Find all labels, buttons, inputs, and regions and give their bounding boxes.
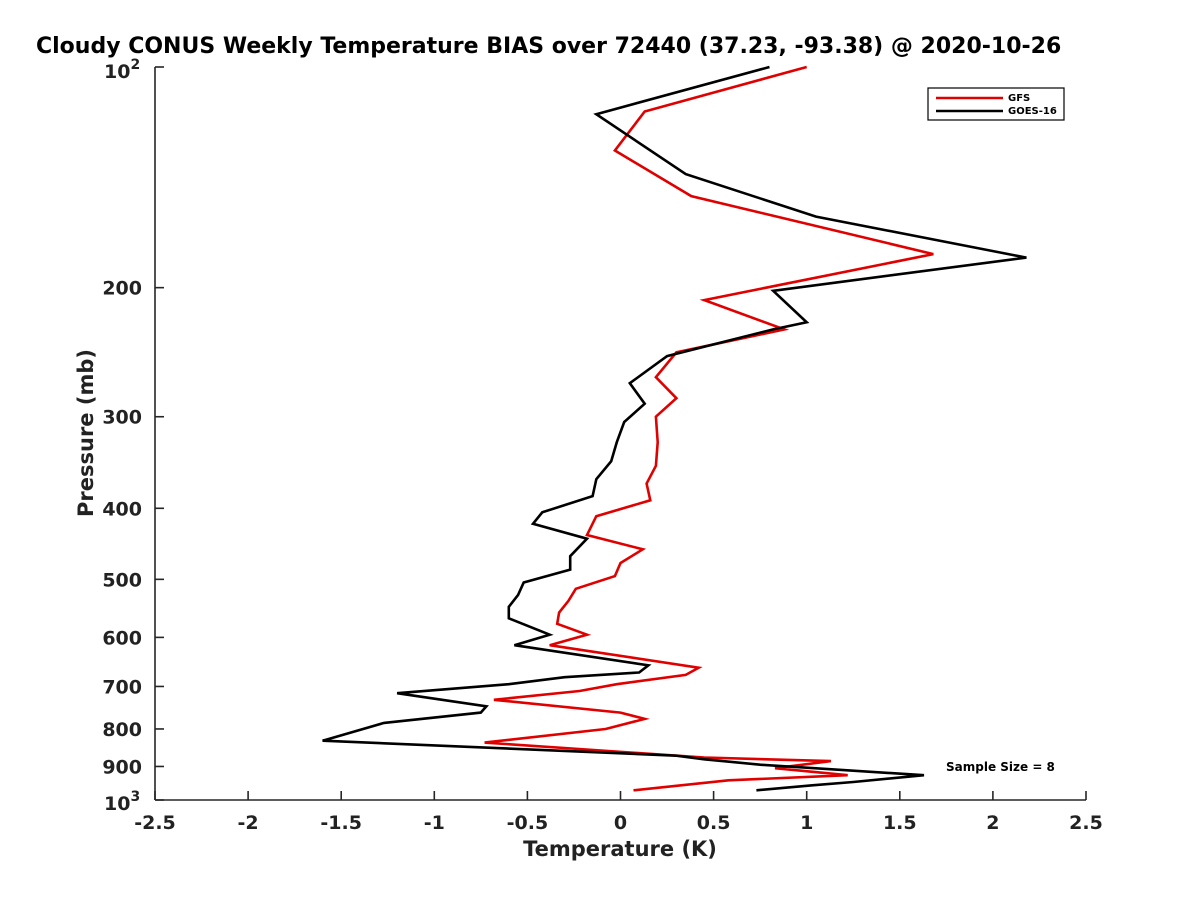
y-tick-label: 900 [102, 756, 142, 778]
x-tick-label: -2 [238, 812, 259, 834]
y-tick-label: 800 [102, 719, 142, 741]
legend-label-gfs: GFS [1008, 93, 1030, 104]
sample-size-annotation: Sample Size = 8 [946, 760, 1055, 774]
y-tick-label: 200 [102, 278, 142, 300]
legend-box [927, 87, 1065, 121]
x-axis-label: Temperature (K) [523, 837, 717, 861]
x-tick-label: 0.5 [697, 812, 731, 834]
legend-label-goes16: GOES-16 [1008, 106, 1057, 117]
y-tick-label: 700 [102, 676, 142, 698]
x-tick-label: 2.5 [1069, 812, 1103, 834]
x-tick-label: 0 [614, 812, 627, 834]
x-axis-ticks: -2.5 -2 -1.5 -1 -0.5 0 0.5 1 1.5 2 2.5 [134, 791, 1103, 834]
x-tick-label: 1.5 [883, 812, 917, 834]
y-tick-label: 500 [102, 569, 142, 591]
y-tick-label-top: 102 [104, 57, 140, 83]
x-tick-label: 2 [986, 812, 999, 834]
y-tick-top-exponent: 2 [130, 57, 140, 73]
x-tick-label: -1 [424, 812, 445, 834]
chart-title: Cloudy CONUS Weekly Temperature BIAS ove… [36, 34, 1061, 59]
x-tick-label: -2.5 [134, 812, 176, 834]
series-line-goes16 [322, 65, 1027, 792]
y-tick-label: 400 [102, 498, 142, 520]
x-tick-label: -0.5 [507, 812, 549, 834]
y-tick-label-bottom: 103 [104, 789, 140, 815]
legend: GFS GOES-16 [927, 87, 1065, 121]
x-tick-label: -1.5 [320, 812, 362, 834]
y-tick-bottom-base: 10 [104, 793, 130, 815]
y-axis-ticks: 200 300 400 500 600 700 800 900 [102, 66, 164, 801]
y-tick-bottom-exponent: 3 [130, 789, 140, 805]
y-tick-label: 300 [102, 407, 142, 429]
y-tick-label: 600 [102, 627, 142, 649]
x-tick-label: 1 [800, 812, 813, 834]
y-tick-top-base: 10 [104, 61, 130, 83]
y-axis-label: Pressure (mb) [74, 349, 98, 517]
